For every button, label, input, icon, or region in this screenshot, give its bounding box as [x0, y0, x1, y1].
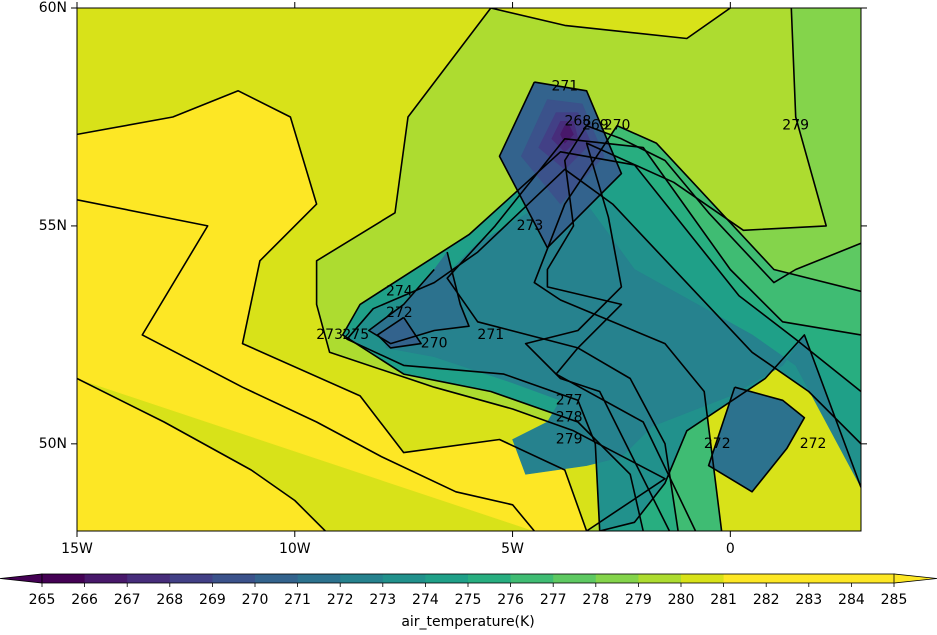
- colorbar-segment: [255, 574, 299, 583]
- colorbar-segment: [84, 574, 128, 583]
- contour-line-277-7: [533, 124, 861, 531]
- x-axis: 15W 10W 5W 0: [61, 2, 735, 557]
- colorbar-tick-label: 282: [753, 592, 780, 608]
- colorbar-label: air_temperature(K): [401, 614, 534, 630]
- y-tick-label: 55N: [39, 218, 67, 234]
- colorbar-segment: [681, 574, 725, 583]
- colorbar-segment: [808, 574, 852, 583]
- colorbar-tick-label: 266: [71, 592, 98, 608]
- colorbar-tick-label: 277: [540, 592, 567, 608]
- colorbar-segment: [468, 574, 512, 583]
- colorbar-tick-label: 267: [114, 592, 141, 608]
- colorbar-tick-label: 273: [369, 592, 396, 608]
- contour-label: 277: [556, 392, 583, 408]
- contour-label: 270: [421, 336, 448, 352]
- contour-line-276-8: [446, 138, 861, 531]
- colorbar-segment: [382, 574, 426, 583]
- colorbar-segment: [766, 574, 810, 583]
- contour-line-271-15: [498, 81, 623, 249]
- y-tick-label: 50N: [39, 436, 67, 452]
- x-tick-label: 15W: [61, 541, 93, 557]
- contour-label: 275: [342, 327, 369, 343]
- contour-label: 271: [477, 327, 504, 343]
- colorbar-segment: [212, 574, 256, 583]
- contour-label: 272: [704, 436, 731, 452]
- contour-label: 270: [604, 118, 631, 134]
- colorbar-tick-label: 278: [582, 592, 609, 608]
- colorbar-tick-label: 274: [412, 592, 439, 608]
- colorbar-segment: [42, 574, 86, 583]
- colorbar-tick-label: 279: [625, 592, 652, 608]
- x-tick-label: 10W: [279, 541, 311, 557]
- x-tick-label: 0: [726, 541, 735, 557]
- colorbar-segment: [510, 574, 554, 583]
- y-axis: 60N 55N 50N: [39, 0, 867, 452]
- colorbar-tick-label: 275: [455, 592, 482, 608]
- contour-label: 279: [782, 118, 809, 134]
- colorbar-under-arrow: [0, 573, 43, 584]
- contour-label: 279: [556, 431, 583, 447]
- colorbar-segment: [851, 574, 895, 583]
- contour-fills: [77, 8, 861, 531]
- contour-line-279-5: [524, 8, 828, 531]
- contour-line-284-0: [77, 377, 326, 531]
- colorbar-over-arrow: [893, 573, 937, 584]
- colorbar-tick-label: 268: [156, 592, 183, 608]
- colorbar-segment: [638, 574, 682, 583]
- colorbar-tick-label: 281: [710, 592, 737, 608]
- y-tick-label: 60N: [39, 0, 67, 16]
- colorbar-segment: [127, 574, 171, 583]
- contour-line-271-14: [376, 316, 422, 349]
- colorbar-segment: [169, 574, 213, 583]
- contour-label: 274: [386, 283, 413, 299]
- colorbar-tick-label: 280: [668, 592, 695, 608]
- contour-line-281-3: [315, 8, 666, 531]
- contour-label: 269: [582, 118, 609, 134]
- contour-label: 273: [316, 327, 343, 343]
- colorbar-segment: [297, 574, 341, 583]
- contour-line-274-10: [346, 168, 861, 531]
- contour-line-272-13: [707, 386, 806, 493]
- plot-frame: [76, 7, 862, 532]
- colorbar-tick-label: 284: [838, 592, 865, 608]
- contour-line-272-12: [367, 251, 470, 345]
- contour-label: 278: [556, 410, 583, 426]
- colorbar-tick-label: 265: [29, 592, 56, 608]
- contour-line-275-9: [341, 151, 861, 531]
- contour-line-283-1: [77, 199, 535, 531]
- colorbar-tick-label: 270: [242, 592, 269, 608]
- colorbar-segment: [340, 574, 384, 583]
- contour-lines: [77, 8, 861, 531]
- colorbar-tick-label: 285: [881, 592, 908, 608]
- x-tick-label: 5W: [501, 541, 524, 557]
- contour-label: 273: [517, 218, 544, 234]
- colorbar-tick-label: 283: [795, 592, 822, 608]
- colorbar-segment: [595, 574, 639, 583]
- contour-label: 271: [551, 78, 578, 94]
- colorbar-segment: [553, 574, 597, 583]
- contour-label: 272: [386, 305, 413, 321]
- contour-region-11: [381, 173, 861, 488]
- contour-line-278-6: [546, 124, 861, 531]
- colorbar-tick-label: 271: [284, 592, 311, 608]
- colorbar-segment: [425, 574, 469, 583]
- colorbar-tick-label: 272: [327, 592, 354, 608]
- contour-label: 272: [800, 436, 827, 452]
- colorbar-segment: [723, 574, 767, 583]
- contour-line-282-2: [77, 90, 588, 531]
- colorbar: 265 266 267 268 269 270 271 272 273 274 275 276 277 2…: [0, 573, 937, 608]
- contour-line-280-4: [490, 8, 731, 40]
- colorbar-tick-label: 269: [199, 592, 226, 608]
- contour-label: 268: [565, 113, 592, 129]
- colorbar-tick-label: 276: [497, 592, 524, 608]
- contour-line-273-11: [599, 334, 861, 531]
